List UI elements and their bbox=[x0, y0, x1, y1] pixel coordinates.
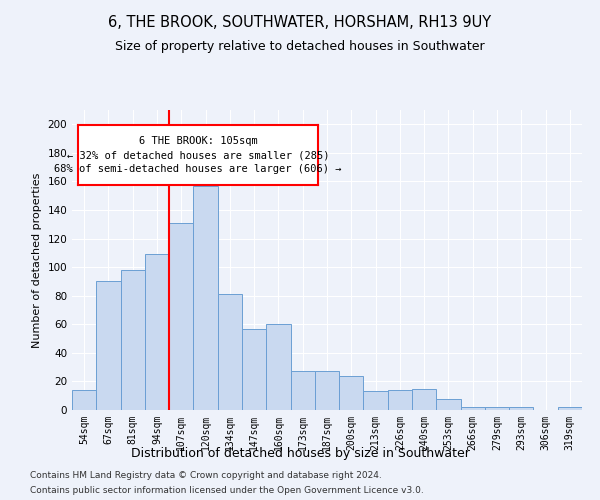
Bar bbox=[436, 398, 461, 410]
Bar bbox=[218, 294, 242, 410]
Text: Contains HM Land Registry data © Crown copyright and database right 2024.: Contains HM Land Registry data © Crown c… bbox=[30, 471, 382, 480]
Bar bbox=[169, 223, 193, 410]
Bar bbox=[121, 270, 145, 410]
Bar bbox=[558, 407, 582, 410]
Bar bbox=[388, 390, 412, 410]
Bar bbox=[412, 388, 436, 410]
Bar bbox=[461, 407, 485, 410]
Bar bbox=[509, 407, 533, 410]
Text: Size of property relative to detached houses in Southwater: Size of property relative to detached ho… bbox=[115, 40, 485, 53]
Bar bbox=[315, 372, 339, 410]
Bar bbox=[242, 328, 266, 410]
Bar bbox=[339, 376, 364, 410]
Y-axis label: Number of detached properties: Number of detached properties bbox=[32, 172, 42, 348]
Bar bbox=[290, 372, 315, 410]
Text: 6, THE BROOK, SOUTHWATER, HORSHAM, RH13 9UY: 6, THE BROOK, SOUTHWATER, HORSHAM, RH13 … bbox=[109, 15, 491, 30]
Bar bbox=[266, 324, 290, 410]
Bar bbox=[96, 282, 121, 410]
Bar bbox=[72, 390, 96, 410]
Text: 6 THE BROOK: 105sqm
← 32% of detached houses are smaller (285)
68% of semi-detac: 6 THE BROOK: 105sqm ← 32% of detached ho… bbox=[54, 136, 342, 174]
Bar bbox=[485, 407, 509, 410]
Text: Contains public sector information licensed under the Open Government Licence v3: Contains public sector information licen… bbox=[30, 486, 424, 495]
Bar bbox=[364, 392, 388, 410]
Bar bbox=[193, 186, 218, 410]
Bar bbox=[145, 254, 169, 410]
Text: Distribution of detached houses by size in Southwater: Distribution of detached houses by size … bbox=[131, 448, 469, 460]
